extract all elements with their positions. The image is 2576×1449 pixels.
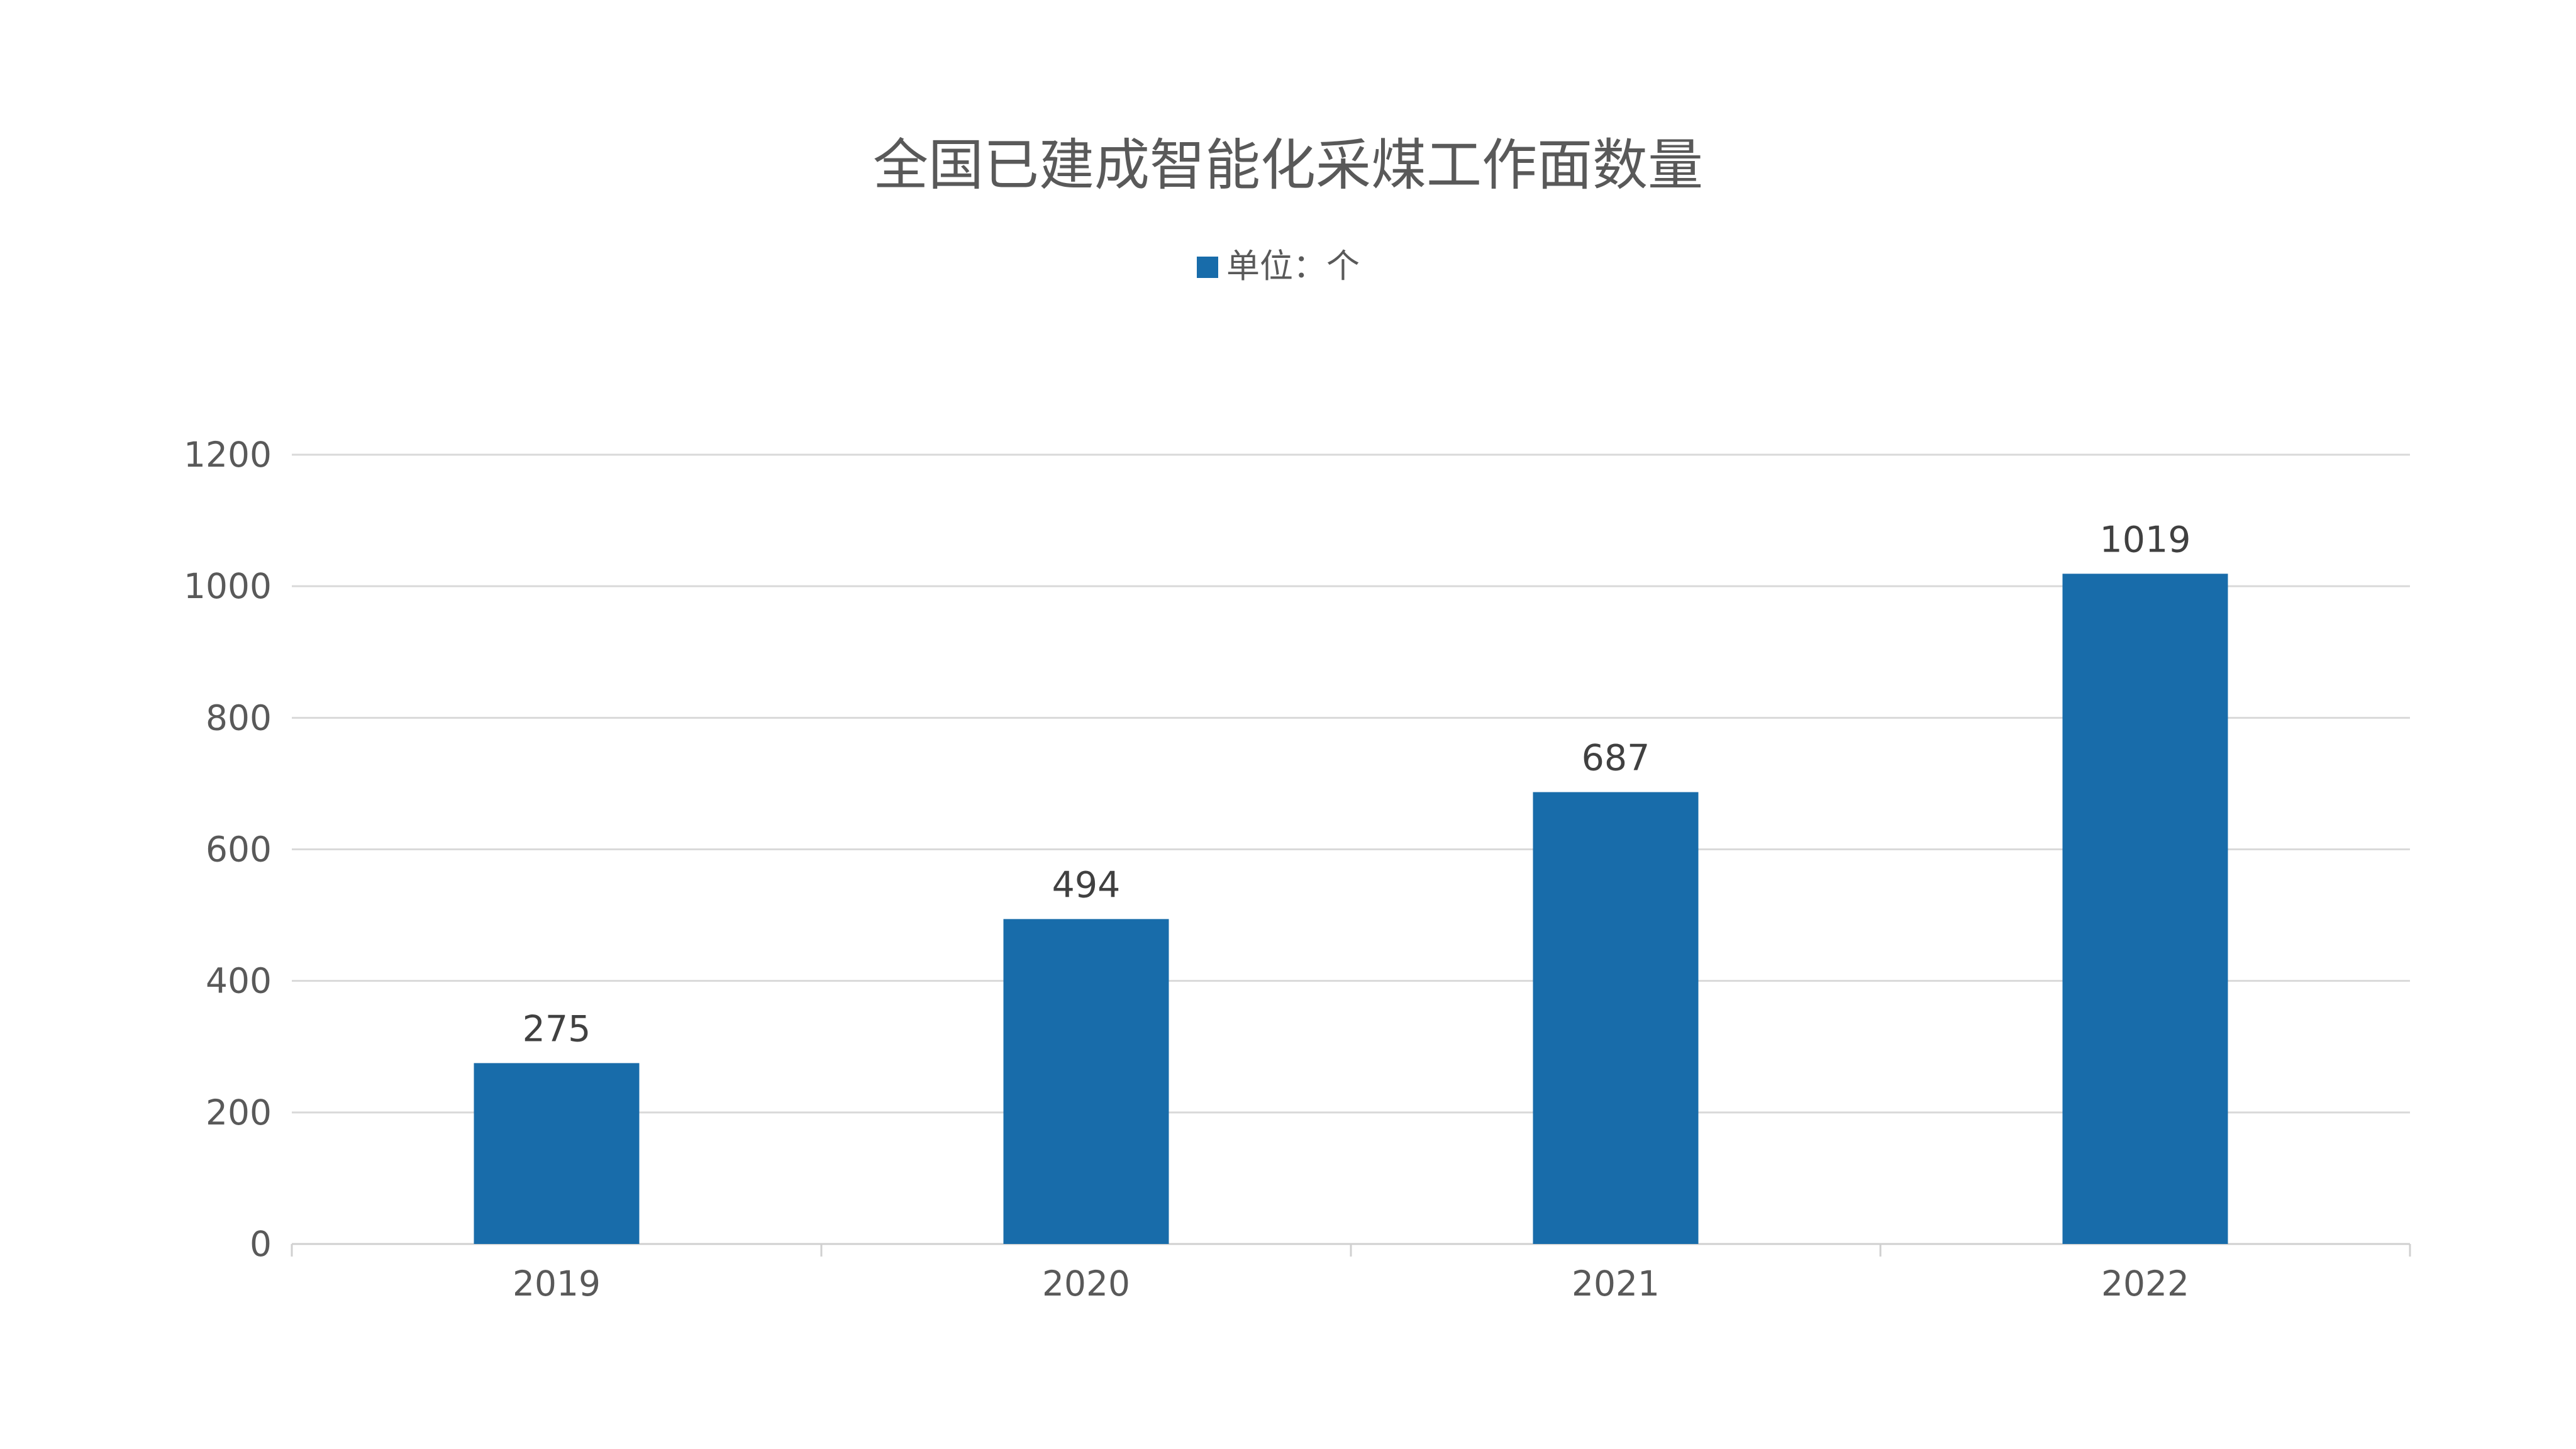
y-tick-label: 1000	[184, 566, 272, 606]
y-tick-label: 400	[206, 961, 272, 1001]
data-label: 687	[1582, 738, 1650, 779]
bar	[1003, 919, 1169, 1244]
chart-title: 全国已建成智能化采煤工作面数量	[873, 133, 1703, 197]
data-label: 494	[1052, 864, 1121, 906]
y-tick-label: 800	[206, 697, 272, 738]
y-tick-label: 200	[206, 1092, 272, 1133]
bar	[2062, 574, 2228, 1244]
legend-label: 单位：个	[1226, 247, 1360, 286]
legend: 单位：个	[1197, 247, 1360, 286]
x-tick-label: 2019	[513, 1263, 601, 1304]
x-tick-label: 2022	[2101, 1263, 2189, 1304]
data-label: 1019	[2099, 519, 2190, 560]
bar	[474, 1063, 640, 1244]
x-tick-label: 2020	[1042, 1263, 1130, 1304]
x-tick-label: 2021	[1572, 1263, 1660, 1304]
legend-swatch	[1197, 257, 1218, 278]
y-tick-label: 1200	[184, 435, 272, 475]
data-label: 275	[523, 1008, 591, 1050]
plot-area: 0 200 400 600 800 1000 1200 275 2019 494 2020 687 20…	[184, 435, 2411, 1304]
bar	[1533, 792, 1699, 1244]
y-tick-label: 600	[206, 830, 272, 870]
y-tick-label: 0	[250, 1224, 272, 1264]
